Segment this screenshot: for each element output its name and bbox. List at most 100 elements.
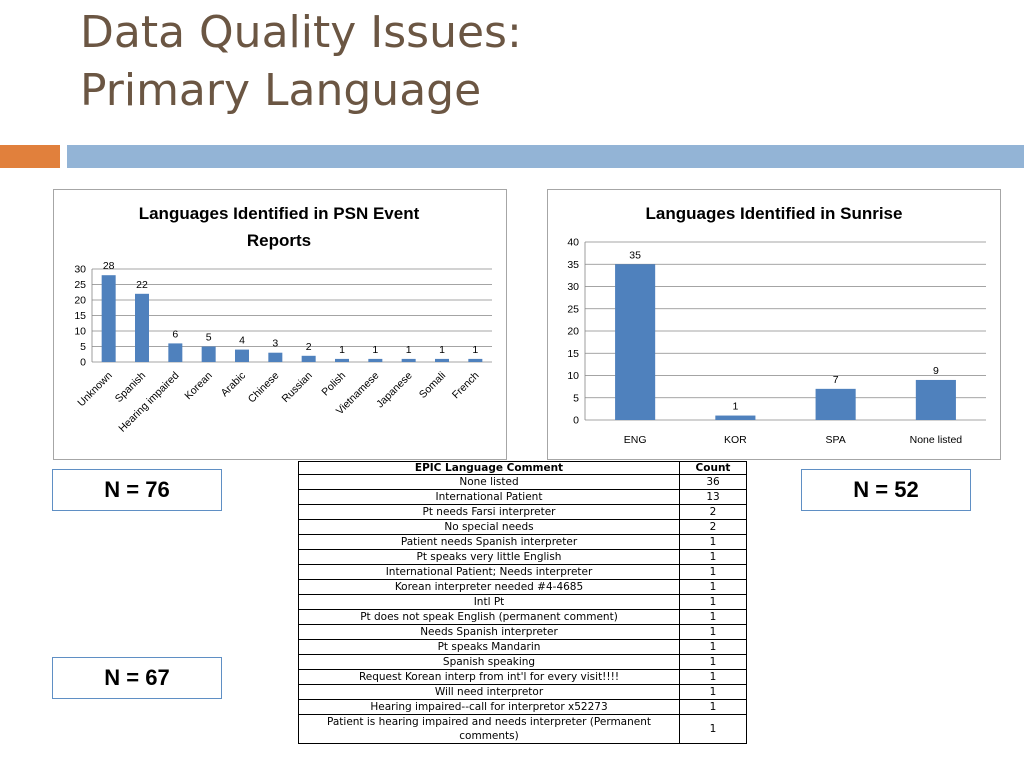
bar — [201, 346, 216, 362]
table-row: Intl Pt 1 — [298, 594, 747, 610]
table-cell-comment: Request Korean interp from int'l for eve… — [298, 669, 680, 685]
bar — [715, 415, 756, 420]
sunrise-n-label: N = 52 — [801, 469, 971, 511]
slide-title-line2: Primary Language — [80, 65, 482, 116]
table-row: Patient is hearing impaired and needs in… — [298, 714, 747, 744]
epic-language-table: EPIC Language Comment Count None listed 3… — [298, 461, 747, 744]
bar — [468, 358, 483, 362]
chart-title-line: Reports — [247, 231, 311, 250]
bar — [401, 358, 416, 362]
epic-table-body: None listed 36 International Patient 13 Pt n… — [298, 474, 747, 744]
data-label: 6 — [172, 328, 178, 340]
table-row: Pt speaks Mandarin 1 — [298, 639, 747, 655]
bar — [435, 358, 449, 362]
x-tick-label: Hearing impaired — [116, 370, 181, 435]
x-tick-label: French — [450, 370, 482, 402]
data-label: 22 — [136, 279, 148, 291]
data-label: 7 — [833, 374, 839, 386]
table-cell-count: 1 — [679, 624, 747, 640]
y-tick-label: 0 — [573, 415, 579, 427]
table-cell-count: 2 — [679, 504, 747, 520]
data-label: 1 — [372, 344, 378, 356]
y-tick-label: 35 — [567, 259, 579, 271]
header-comment: EPIC Language Comment — [298, 461, 680, 475]
table-cell-count: 1 — [679, 714, 747, 744]
table-cell-count: 13 — [679, 489, 747, 505]
table-cell-comment: Hearing impaired--call for interpretor x… — [298, 699, 680, 715]
table-cell-comment: Pt speaks Mandarin — [298, 639, 680, 655]
table-cell-count: 1 — [679, 564, 747, 580]
y-tick-label: 25 — [567, 303, 579, 315]
y-tick-label: 40 — [567, 237, 579, 249]
table-cell-comment: No special needs — [298, 519, 680, 535]
x-tick-label: SPA — [826, 434, 846, 446]
bar — [268, 352, 283, 362]
y-tick-label: 30 — [567, 281, 579, 293]
table-cell-count: 1 — [679, 609, 747, 625]
table-cell-count: 1 — [679, 534, 747, 550]
table-row: None listed 36 — [298, 474, 747, 490]
data-label: 5 — [206, 332, 212, 344]
sunrise-chart: Languages Identified in Sunrise 0 5 10 15 20 2… — [547, 189, 1001, 460]
table-cell-comment: Spanish speaking — [298, 654, 680, 670]
table-row: International Patient; Needs interpreter… — [298, 564, 747, 580]
table-cell-count: 2 — [679, 519, 747, 535]
bar — [615, 264, 656, 420]
y-tick-label: 15 — [74, 310, 86, 322]
x-tick-label: Russian — [279, 370, 314, 405]
y-tick-label: 5 — [80, 341, 86, 353]
table-cell-count: 1 — [679, 699, 747, 715]
accent-bar-orange — [0, 145, 60, 168]
table-row: Pt needs Farsi interpreter 2 — [298, 504, 747, 520]
data-label: 2 — [306, 341, 312, 353]
x-tick-label: Somali — [417, 370, 448, 401]
table-row: Patient needs Spanish interpreter 1 — [298, 534, 747, 550]
slide-title: Data Quality Issues: Primary Language — [80, 4, 522, 120]
chart-title-line: Languages Identified in PSN Event — [139, 204, 420, 223]
y-tick-label: 10 — [567, 370, 579, 382]
chart-title: Languages Identified in PSN Event Reports — [139, 204, 420, 250]
x-tick-label: KOR — [724, 434, 747, 446]
x-tick-label: None listed — [910, 434, 963, 446]
data-label: 1 — [472, 344, 478, 356]
bar — [168, 343, 183, 362]
y-tick-label: 0 — [80, 357, 86, 369]
header-count: Count — [679, 461, 747, 475]
y-tick-label: 25 — [74, 279, 86, 291]
table-row: Hearing impaired--call for interpretor x… — [298, 699, 747, 715]
x-tick-label: Polish — [319, 370, 348, 399]
data-label: 1 — [732, 401, 738, 413]
table-cell-count: 1 — [679, 639, 747, 655]
x-tick-label: Korean — [182, 370, 215, 403]
y-tick-label: 10 — [74, 326, 86, 338]
table-cell-count: 36 — [679, 474, 747, 490]
bar — [235, 349, 249, 362]
table-row: Pt does not speak English (permanent com… — [298, 609, 747, 625]
bar — [301, 355, 316, 362]
data-label: 1 — [339, 344, 345, 356]
sunrise-chart-svg: Languages Identified in Sunrise 0 5 10 15 20 2… — [567, 204, 986, 446]
bar — [915, 379, 956, 420]
table-row: No special needs 2 — [298, 519, 747, 535]
table-cell-count: 1 — [679, 594, 747, 610]
table-cell-count: 1 — [679, 684, 747, 700]
chart-title-line: Languages Identified in Sunrise — [646, 204, 903, 223]
x-tick-label: Unknown — [75, 370, 115, 410]
table-row: Pt speaks very little English 1 — [298, 549, 747, 565]
x-tick-label: Chinese — [246, 370, 282, 406]
bar — [815, 388, 856, 420]
table-cell-comment: Pt speaks very little English — [298, 549, 680, 565]
chart-title: Languages Identified in Sunrise — [646, 204, 903, 223]
accent-bar-blue — [67, 145, 1024, 168]
table-cell-comment: Pt does not speak English (permanent com… — [298, 609, 680, 625]
table-cell-count: 1 — [679, 669, 747, 685]
y-tick-label: 15 — [567, 348, 579, 360]
data-label: 4 — [239, 335, 245, 347]
table-cell-comment: International Patient; Needs interpreter — [298, 564, 680, 580]
y-tick-label: 30 — [74, 264, 86, 276]
x-tick-label: Japanese — [374, 370, 415, 411]
psn-chart: Languages Identified in PSN Event Reports… — [53, 189, 507, 460]
table-cell-count: 1 — [679, 579, 747, 595]
data-label: 3 — [272, 338, 278, 350]
table-cell-comment: Patient is hearing impaired and needs in… — [298, 714, 680, 744]
